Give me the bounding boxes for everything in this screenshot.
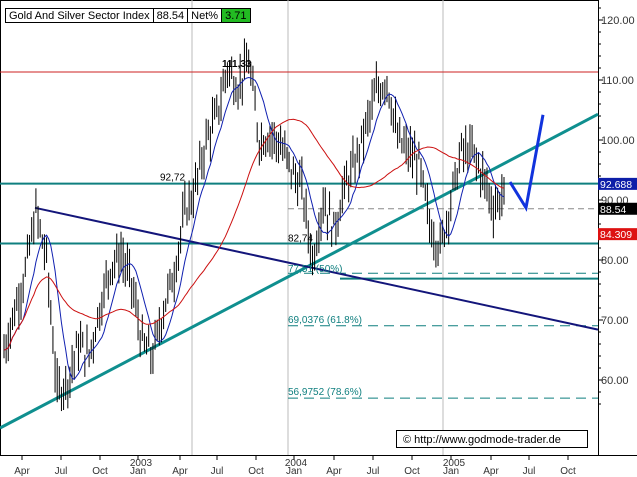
x-tick-label: Oct	[92, 466, 108, 477]
annotation-label: 92,72	[160, 173, 185, 184]
uptrend-line	[0, 112, 599, 430]
annotation-label: 69,0376 (61.8%)	[288, 315, 362, 326]
annotation-label: 77,51 (50%)	[288, 264, 342, 275]
x-year-label: 2003	[130, 458, 153, 469]
x-tick-label: Apr	[483, 466, 499, 477]
x-tick-label: Jan	[443, 466, 459, 477]
x-tick-label: Jul	[55, 466, 68, 477]
x-tick-label: Jan	[286, 466, 302, 477]
last-value: 88.54	[152, 8, 189, 23]
y-tick-label: 120.00	[601, 15, 635, 27]
x-tick-label: Oct	[404, 466, 420, 477]
price-label-text: 88.54	[600, 204, 626, 216]
net-label: Net%	[187, 8, 223, 23]
price-label-text: 84.309	[600, 229, 632, 241]
x-year-label: 2004	[285, 458, 308, 469]
chart-header: Gold And Silver Sector Index 88.54 Net% …	[5, 8, 251, 23]
projection-path	[508, 114, 545, 212]
y-tick-label: 110.00	[601, 75, 634, 87]
x-tick-label: Jul	[211, 466, 224, 477]
price-label-box	[598, 177, 637, 190]
price-label-text: 92.688	[600, 179, 632, 191]
price-label-box	[598, 228, 637, 241]
net-value: 3.71	[221, 8, 251, 23]
x-tick-label: Jan	[130, 466, 146, 477]
x-tick-label: Oct	[560, 466, 576, 477]
index-name: Gold And Silver Sector Index	[5, 8, 154, 23]
y-tick-label: 100.00	[601, 135, 635, 147]
moving-average-short	[3, 76, 505, 381]
price-label-box	[598, 202, 637, 215]
x-tick-label: Apr	[326, 466, 342, 477]
x-tick-label: Jul	[523, 466, 536, 477]
annotation-label: 82,74	[288, 234, 313, 245]
x-tick-label: Apr	[172, 466, 188, 477]
credit-link[interactable]: © http://www.godmode-trader.de	[396, 430, 588, 448]
x-tick-label: Apr	[14, 466, 30, 477]
moving-average-long	[3, 118, 505, 351]
x-tick-label: Oct	[248, 466, 264, 477]
y-tick-label: 70.00	[601, 315, 629, 327]
y-tick-label: 80.00	[601, 255, 629, 267]
downtrend-line	[34, 206, 599, 331]
annotation-label: 56,9752 (78.6%)	[288, 387, 362, 398]
price-bars	[3, 38, 505, 412]
annotation-label: 111,33	[222, 59, 252, 70]
y-tick-label: 60.00	[601, 375, 629, 387]
x-tick-label: Jul	[367, 466, 380, 477]
x-year-label: 2005	[443, 458, 466, 469]
